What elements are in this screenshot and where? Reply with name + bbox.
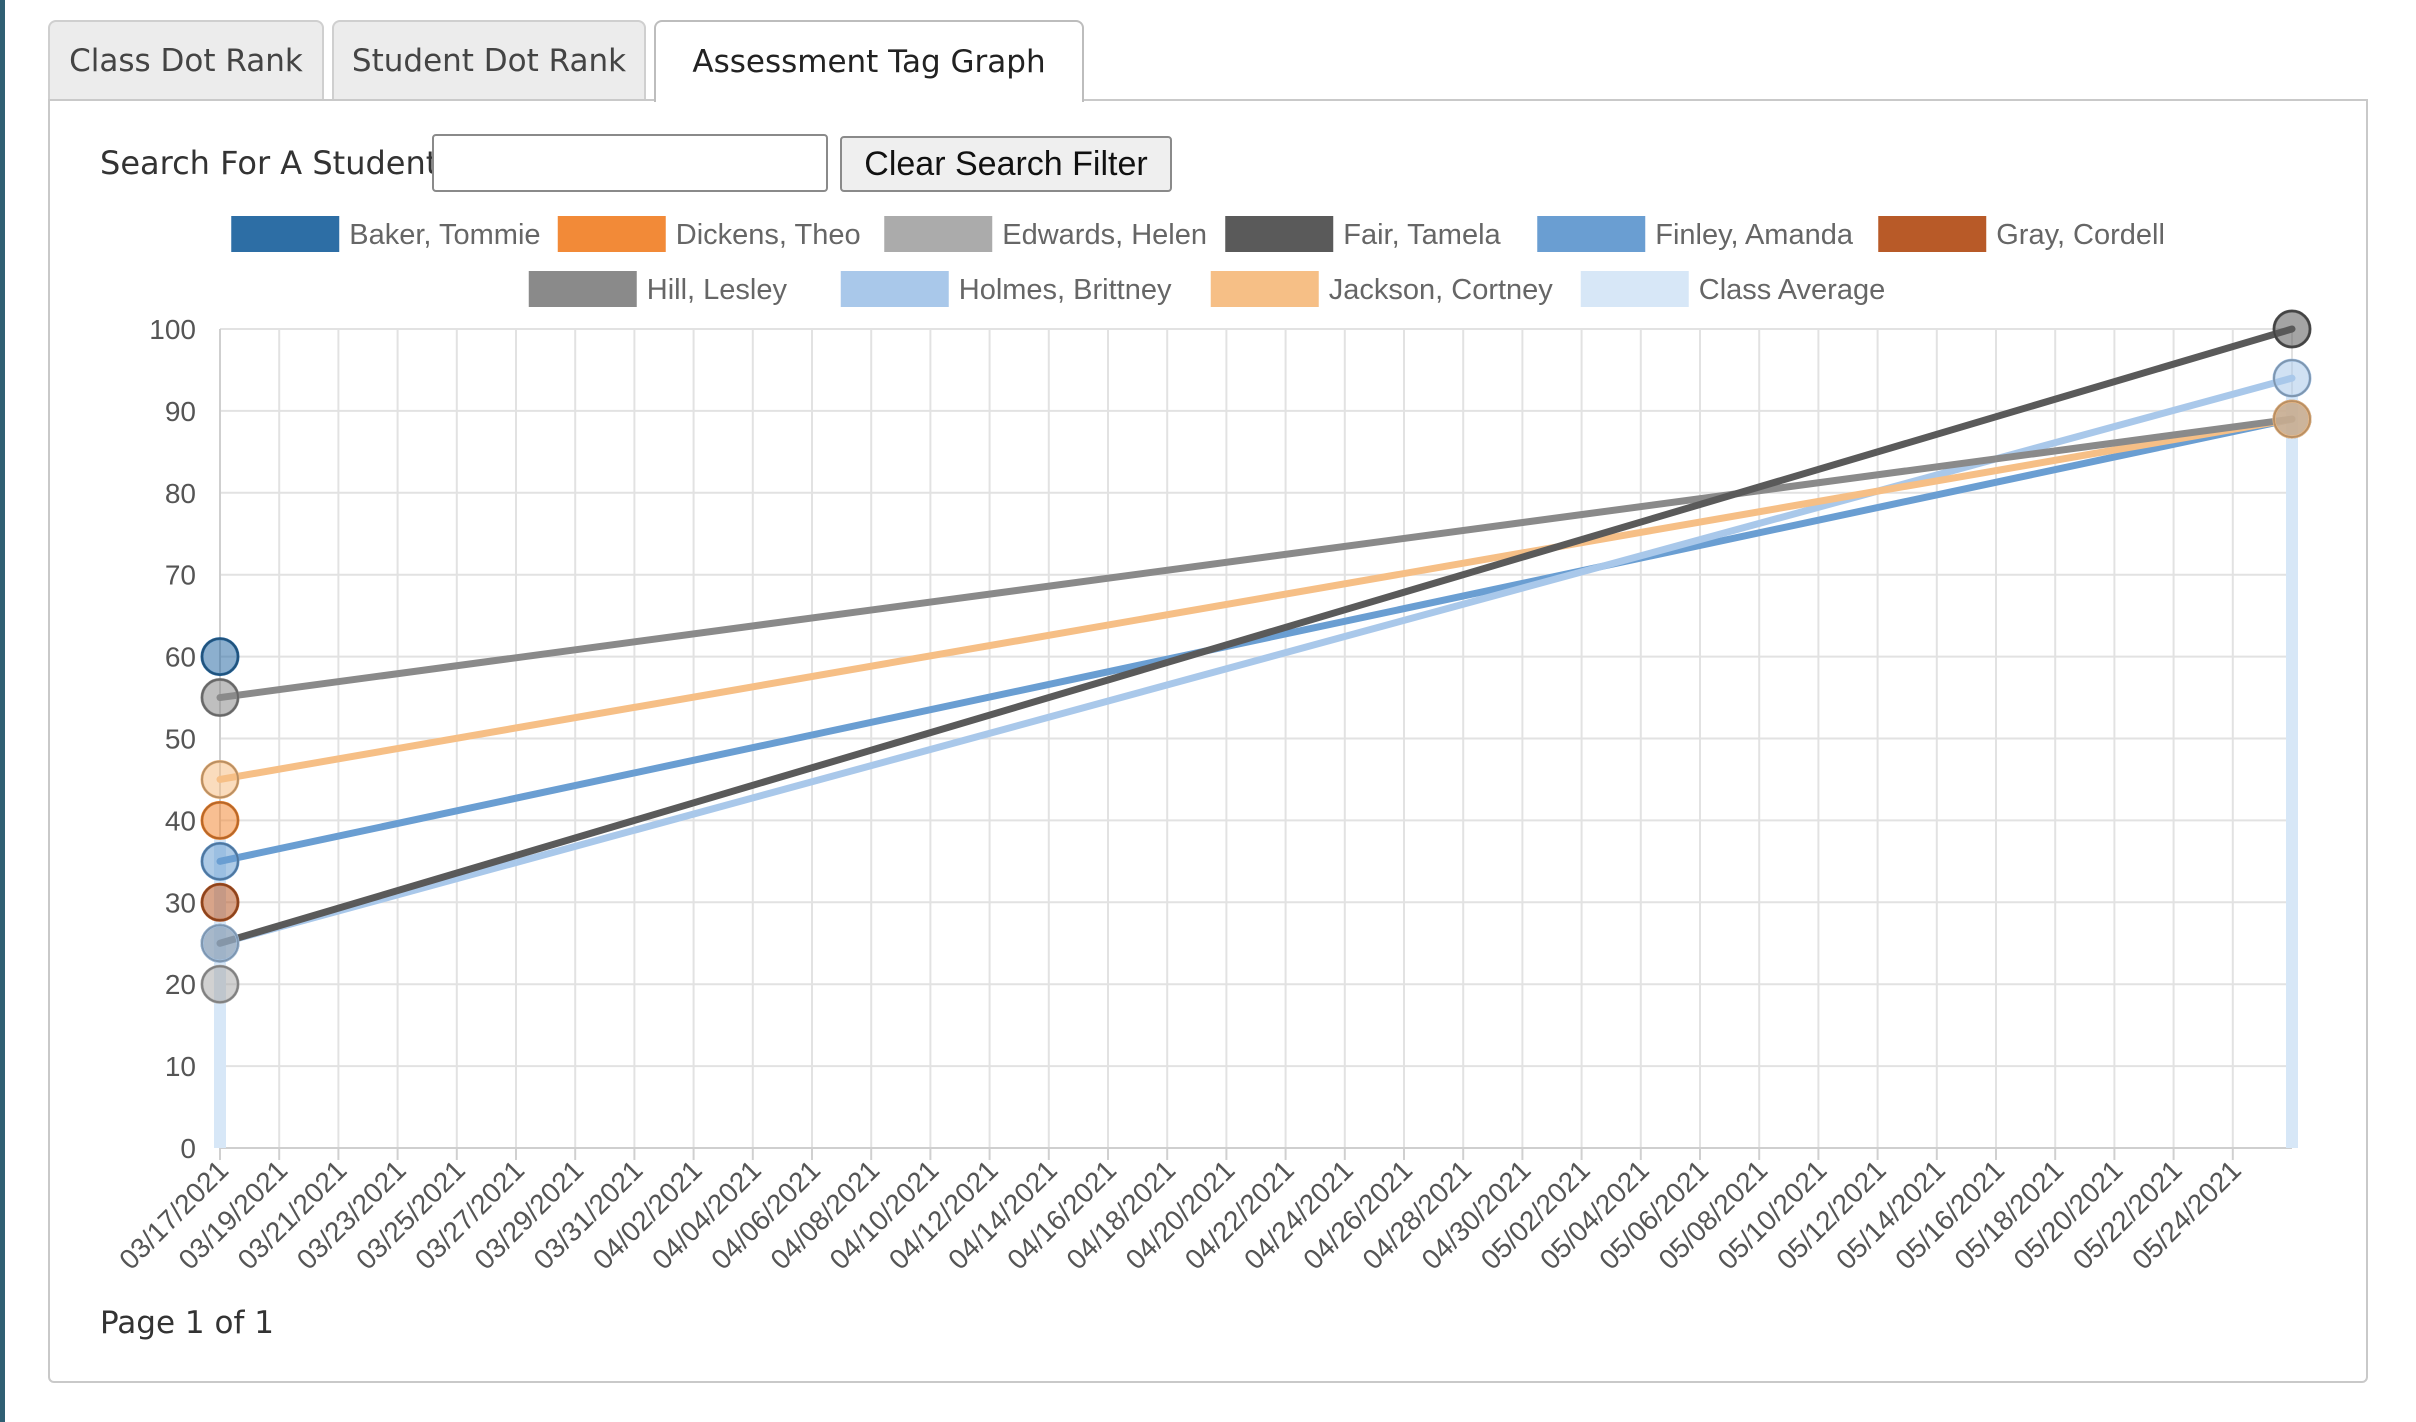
- legend-swatch: [231, 216, 340, 252]
- y-tick-label: 10: [165, 1051, 196, 1082]
- data-point: [200, 678, 240, 718]
- data-point-outline: [2273, 400, 2311, 439]
- tab-class-dot-rank[interactable]: Class Dot Rank: [48, 20, 324, 100]
- data-point-outline: [2273, 310, 2311, 348]
- legend-label: Jackson, Cortney: [1329, 274, 1554, 306]
- data-point-outline: [201, 842, 239, 881]
- legend-swatch: [528, 271, 637, 307]
- legend-label: Fair, Tamela: [1343, 219, 1501, 251]
- data-point: [200, 637, 240, 677]
- data-point: [200, 759, 240, 799]
- legend-swatch: [840, 271, 949, 307]
- series-line: [216, 415, 2296, 865]
- data-point: [200, 964, 240, 1004]
- data-point-outline: [201, 965, 239, 1004]
- data-point-outline: [2273, 359, 2311, 398]
- window-edge: [0, 0, 5, 1422]
- y-tick-label: 20: [165, 969, 196, 1000]
- y-tick-label: 60: [165, 642, 196, 673]
- legend-swatch: [1225, 216, 1334, 252]
- series-line: [216, 415, 2296, 702]
- y-tick-label: 30: [165, 887, 196, 918]
- class-average-bar: [2286, 394, 2298, 1148]
- data-point: [2272, 358, 2312, 398]
- legend-label: Dickens, Theo: [676, 219, 861, 251]
- data-point-outline: [201, 801, 239, 840]
- data-point: [200, 923, 240, 963]
- data-point: [200, 800, 240, 840]
- data-point: [2272, 399, 2312, 439]
- data-point: [200, 882, 240, 922]
- y-tick-label: 40: [165, 805, 196, 836]
- legend-label: Hill, Lesley: [647, 274, 788, 306]
- data-point: [2272, 309, 2312, 349]
- data-point-outline: [201, 883, 239, 922]
- data-point: [200, 841, 240, 881]
- y-tick-label: 70: [165, 560, 196, 591]
- series-line: [216, 325, 2296, 947]
- legend-label: Baker, Tommie: [349, 219, 540, 251]
- legend-label: Finley, Amanda: [1655, 219, 1854, 251]
- legend-label: Class Average: [1699, 274, 1885, 306]
- tab-assessment-tag-graph[interactable]: Assessment Tag Graph: [654, 20, 1084, 102]
- legend-swatch: [1537, 216, 1646, 252]
- series-line: [216, 415, 2296, 783]
- legend-swatch: [1210, 271, 1319, 307]
- legend-swatch: [557, 216, 666, 252]
- data-point-outline: [201, 637, 239, 676]
- y-tick-label: 100: [149, 314, 196, 345]
- clear-search-filter-button[interactable]: Clear Search Filter: [840, 136, 1172, 192]
- data-point-outline: [201, 678, 239, 717]
- legend-label: Holmes, Brittney: [959, 274, 1172, 306]
- tab-student-dot-rank[interactable]: Student Dot Rank: [332, 20, 646, 100]
- legend-swatch: [884, 216, 993, 252]
- data-point-outline: [201, 760, 239, 799]
- y-tick-label: 50: [165, 724, 196, 755]
- series-line: [216, 374, 2296, 947]
- legend-swatch: [1878, 216, 1987, 252]
- page-indicator: Page 1 of 1: [100, 1305, 274, 1341]
- y-tick-label: 90: [165, 396, 196, 427]
- legend-label: Edwards, Helen: [1002, 219, 1207, 251]
- data-point-outline: [201, 924, 239, 963]
- y-tick-label: 80: [165, 478, 196, 509]
- legend-swatch: [1580, 271, 1689, 307]
- search-label: Search For A Student:: [100, 144, 450, 182]
- search-input[interactable]: [432, 134, 828, 192]
- legend-label: Gray, Cordell: [1996, 219, 2165, 251]
- y-tick-label: 0: [180, 1133, 196, 1164]
